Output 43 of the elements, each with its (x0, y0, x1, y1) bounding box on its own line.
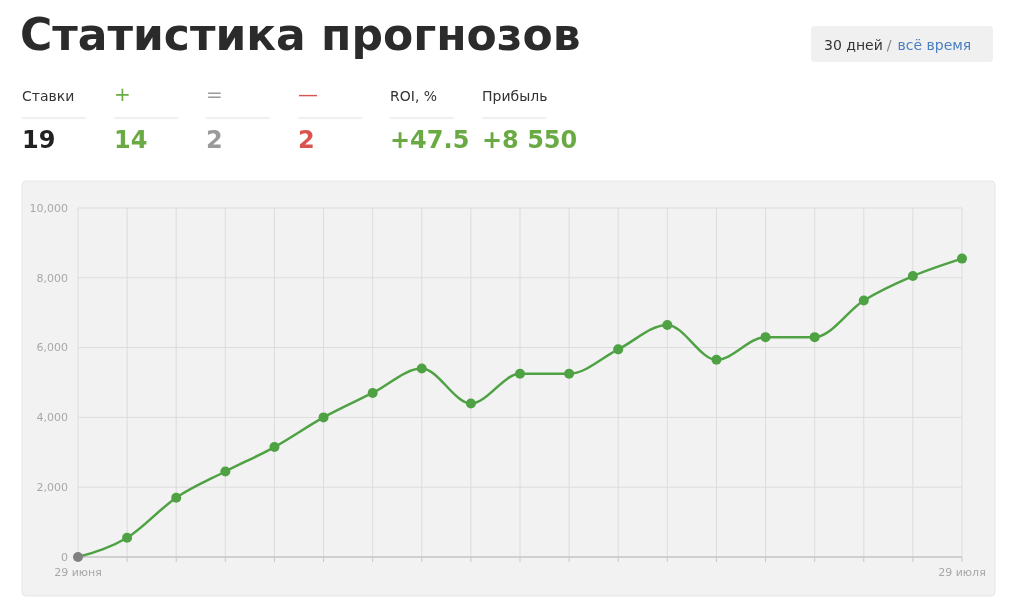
y-tick-label: 6,000 (36, 341, 68, 355)
point (269, 442, 280, 453)
text: +8 550 (482, 126, 578, 154)
point (760, 332, 771, 343)
y-tick-label: 8,000 (36, 271, 68, 285)
text: = (206, 82, 223, 106)
point (613, 344, 624, 355)
text: + (114, 82, 131, 106)
x-tick-label: 29 июля (938, 566, 986, 579)
text: 2 (206, 126, 223, 154)
text: ROI, % (390, 88, 438, 104)
point (122, 532, 133, 543)
point (73, 552, 83, 562)
point (220, 466, 231, 477)
point (711, 354, 722, 365)
y-tick-label: 0 (61, 550, 68, 564)
point (858, 295, 869, 306)
y-tick-label: 4,000 (36, 411, 68, 425)
point (318, 412, 329, 423)
y-tick-label: 2,000 (36, 481, 68, 495)
text: +47.5 (390, 126, 470, 154)
point (465, 398, 476, 409)
point (564, 368, 575, 379)
text: 19 (22, 126, 56, 154)
y-tick-label: 10,000 (29, 201, 68, 215)
text: 14 (114, 126, 148, 154)
text: 2 (298, 126, 315, 154)
text: / (886, 37, 892, 53)
text: всё время (897, 37, 972, 53)
point (416, 363, 427, 374)
point (662, 319, 673, 330)
point (171, 492, 182, 503)
text: Прибыль (482, 88, 548, 104)
point (907, 271, 918, 282)
text: 30 дней (824, 37, 883, 53)
text: — (298, 82, 318, 106)
point (957, 253, 967, 264)
point (515, 368, 525, 379)
x-tick-label: 29 июня (54, 566, 102, 579)
text: Статистика прогнозов (20, 9, 581, 60)
point (367, 387, 378, 398)
text: Ставки (22, 88, 75, 104)
point (809, 332, 820, 343)
